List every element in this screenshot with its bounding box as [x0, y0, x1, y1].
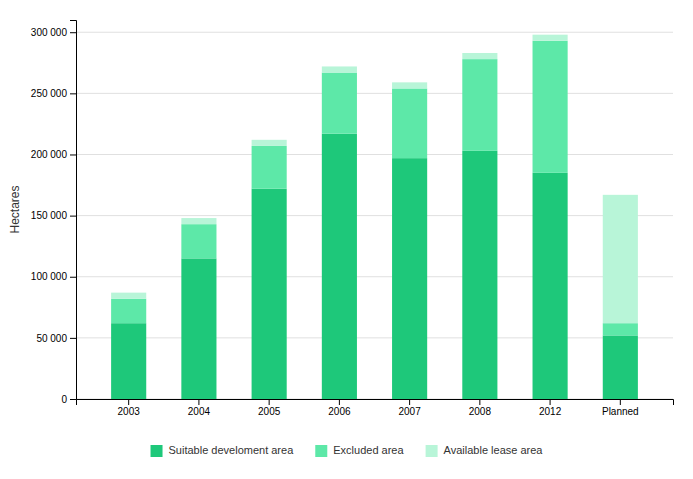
legend-item: Excluded area	[315, 444, 404, 457]
tick-mark	[269, 399, 270, 405]
tick-label: 150 000	[31, 210, 68, 221]
tick: 300 000	[31, 27, 76, 38]
axis-line	[77, 400, 674, 406]
bar-series	[111, 134, 638, 399]
bar	[111, 293, 146, 299]
tick-label: 2007	[398, 406, 421, 417]
tick-mark	[198, 399, 199, 405]
tick-label: 2006	[328, 406, 351, 417]
tick-mark	[128, 399, 129, 405]
legend-item: Available lease area	[426, 444, 544, 457]
chart: 0 50 000 100 000 150 000 200 000 250 000 300 0…	[0, 0, 693, 479]
legend: Suitable develoment area Excluded area Ava…	[151, 444, 544, 457]
grid	[76, 32, 673, 399]
axis-line	[70, 21, 77, 400]
tick: 2006	[328, 399, 351, 417]
tick-mark	[339, 399, 340, 405]
legend-item: Suitable develoment area	[151, 444, 295, 457]
tick: 2008	[469, 399, 492, 417]
tick-mark	[620, 399, 621, 405]
grid-line	[76, 32, 673, 33]
x-axis: 2003 2004 2005 2006 2007 2008 2012 Planned	[77, 399, 674, 417]
tick: 2005	[258, 399, 281, 417]
bar	[181, 258, 216, 399]
grid-line	[76, 276, 673, 277]
tick-mark	[70, 32, 76, 33]
bar-series	[111, 41, 638, 336]
chart-container: 0 50 000 100 000 150 000 200 000 250 000 300 0…	[0, 0, 693, 479]
bar	[462, 53, 497, 59]
grid-line	[76, 93, 673, 94]
tick-mark	[409, 399, 410, 405]
tick: 2007	[398, 399, 421, 417]
tick-label: 50 000	[36, 333, 67, 344]
bar	[533, 35, 568, 41]
legend-swatch	[315, 445, 327, 457]
tick: 150 000	[31, 210, 76, 221]
bar	[533, 173, 568, 399]
bar	[181, 218, 216, 224]
tick-label: 2008	[469, 406, 492, 417]
tick: 2004	[188, 399, 211, 417]
tick-label: 2003	[118, 406, 141, 417]
bar	[392, 158, 427, 399]
legend-swatch	[151, 445, 163, 457]
bar-series	[111, 35, 638, 324]
tick-label: 300 000	[31, 27, 68, 38]
tick: 100 000	[31, 271, 76, 282]
tick-label: Planned	[602, 406, 639, 417]
bar	[603, 335, 638, 399]
plot: 0 50 000 100 000 150 000 200 000 250 000 300 0…	[31, 21, 674, 418]
bar	[252, 189, 287, 399]
tick-label: 2004	[188, 406, 211, 417]
bar	[111, 299, 146, 323]
bars	[111, 35, 638, 399]
tick-label: 100 000	[31, 271, 68, 282]
tick: 0	[61, 394, 76, 405]
tick: 2012	[539, 399, 562, 417]
bar	[462, 151, 497, 399]
tick: 250 000	[31, 88, 76, 99]
tick-mark	[70, 216, 76, 217]
grid-line	[76, 154, 673, 155]
bar	[322, 134, 357, 399]
tick: 200 000	[31, 149, 76, 160]
tick: Planned	[602, 399, 639, 417]
tick-label: 2005	[258, 406, 281, 417]
tick-mark	[70, 399, 76, 400]
tick: 2003	[118, 399, 141, 417]
tick-mark	[479, 399, 480, 405]
tick-mark	[70, 93, 76, 94]
tick-label: 0	[61, 394, 67, 405]
bar	[322, 73, 357, 134]
tick-mark	[70, 338, 76, 339]
legend-label: Available lease area	[444, 444, 544, 456]
grid-line	[76, 215, 673, 216]
tick-mark	[70, 277, 76, 278]
bar	[322, 66, 357, 72]
grid-line	[76, 337, 673, 338]
bar	[181, 224, 216, 258]
tick-mark	[550, 399, 551, 405]
bar	[111, 323, 146, 399]
bar	[533, 41, 568, 173]
axis-title: Hectares	[8, 185, 22, 233]
bar	[462, 59, 497, 151]
bar	[603, 323, 638, 335]
tick-label: 200 000	[31, 149, 68, 160]
legend-label: Excluded area	[333, 444, 404, 456]
bar	[392, 82, 427, 88]
legend-swatch	[426, 445, 438, 457]
tick: 50 000	[36, 333, 76, 344]
legend-label: Suitable develoment area	[169, 444, 295, 456]
y-axis: 0 50 000 100 000 150 000 200 000 250 000 300 0…	[31, 21, 77, 405]
tick-mark	[70, 154, 76, 155]
bar	[252, 140, 287, 146]
bar	[603, 195, 638, 323]
bar	[252, 146, 287, 189]
tick-label: 2012	[539, 406, 562, 417]
tick-label: 250 000	[31, 88, 68, 99]
bar	[392, 88, 427, 158]
